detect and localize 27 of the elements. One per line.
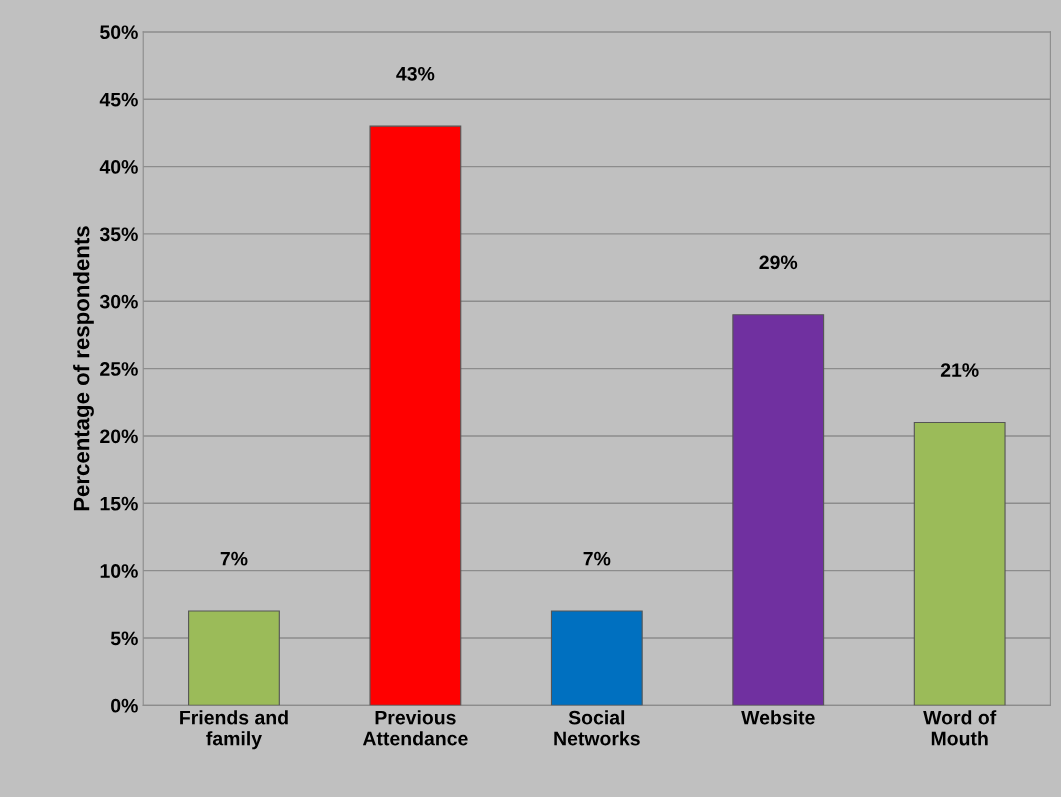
y-tick-label: 30%: [99, 294, 138, 309]
y-tick-label: 40%: [99, 160, 138, 174]
y-tick-label: 20%: [100, 429, 138, 444]
y-tick-label: 25%: [100, 362, 138, 376]
y-tick-label: 15%: [100, 496, 138, 511]
x-tick-label: Friends and family: [180, 710, 288, 750]
x-tick-label: Word of Mouth: [923, 710, 997, 746]
y-tick-label: 45%: [99, 92, 138, 107]
x-tick-label: Previous Attendance: [362, 710, 468, 746]
data-label: 7%: [583, 551, 611, 566]
x-tick-label: Social Networks: [554, 710, 640, 746]
bar: [550, 610, 643, 706]
bar: [732, 314, 825, 706]
bar: [188, 610, 280, 706]
y-tick-label: 35%: [99, 227, 138, 242]
y-axis-title: Percentage of respondents: [73, 226, 94, 511]
y-tick-label: 0%: [111, 698, 138, 713]
data-label: 7%: [220, 551, 248, 566]
bar: [913, 421, 1006, 706]
y-tick-label: 10%: [100, 564, 138, 578]
bar: [369, 125, 462, 706]
data-label: 29%: [759, 255, 798, 270]
data-label: 43%: [396, 66, 435, 81]
x-tick-label: Website: [741, 710, 815, 725]
data-label: 21%: [940, 363, 979, 377]
y-tick-label: 50%: [100, 25, 138, 40]
y-tick-label: 5%: [110, 631, 138, 646]
